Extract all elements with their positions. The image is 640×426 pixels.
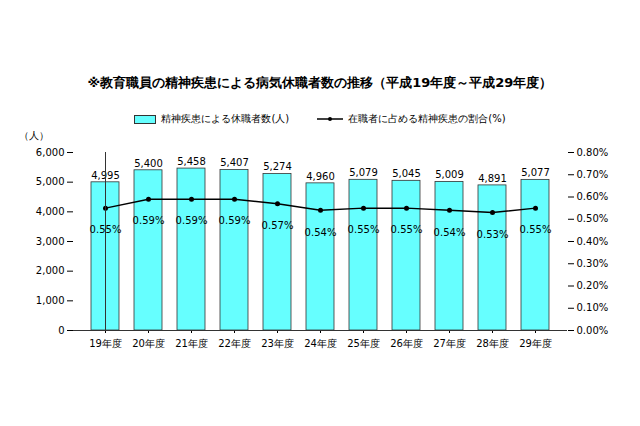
svg-text:0.20%: 0.20% <box>577 280 609 291</box>
svg-text:0.55%: 0.55% <box>391 224 423 235</box>
svg-text:25年度: 25年度 <box>347 338 380 349</box>
svg-text:0.70%: 0.70% <box>577 169 609 180</box>
svg-text:0.50%: 0.50% <box>577 213 609 224</box>
svg-text:23年度: 23年度 <box>261 338 294 349</box>
svg-text:0.55%: 0.55% <box>89 224 122 236</box>
svg-text:5,000: 5,000 <box>36 176 65 187</box>
svg-text:（人）: （人） <box>19 130 49 141</box>
html-text:※教育職員の精神疾患による病気休職者数の推移（平成19年度～: ※教育職員の精神疾患による病気休職者数の推移（平成19年度～平成29年度） <box>87 75 553 90</box>
svg-text:5,458: 5,458 <box>177 156 206 167</box>
svg-text:5,407: 5,407 <box>220 157 249 168</box>
svg-text:0.57%: 0.57% <box>262 220 294 231</box>
svg-text:0.60%: 0.60% <box>577 191 609 202</box>
svg-text:0.59%: 0.59% <box>176 215 208 226</box>
svg-text:1,000: 1,000 <box>36 295 65 306</box>
svg-text:4,891: 4,891 <box>478 173 507 184</box>
svg-text:20年度: 20年度 <box>132 338 165 349</box>
svg-text:2,000: 2,000 <box>36 265 65 276</box>
svg-text:5,274: 5,274 <box>263 161 292 172</box>
svg-text:5,009: 5,009 <box>435 169 464 180</box>
svg-text:0.53%: 0.53% <box>477 229 509 240</box>
svg-text:5,077: 5,077 <box>521 167 550 178</box>
svg-text:5,045: 5,045 <box>392 168 421 179</box>
svg-text:0.59%: 0.59% <box>219 215 251 226</box>
svg-text:22年度: 22年度 <box>218 338 251 349</box>
svg-text:21年度: 21年度 <box>175 338 208 349</box>
svg-text:3,000: 3,000 <box>36 236 65 247</box>
svg-text:0.30%: 0.30% <box>577 258 609 269</box>
svg-text:4,960: 4,960 <box>306 171 335 182</box>
svg-text:0.40%: 0.40% <box>577 236 609 247</box>
svg-text:0.10%: 0.10% <box>577 302 609 313</box>
svg-text:4,000: 4,000 <box>36 206 65 217</box>
svg-text:0.55%: 0.55% <box>520 224 552 235</box>
html-text:精神疾患による休職者数(人): 精神疾患による休職者数(人) <box>161 113 290 124</box>
svg-text:0.55%: 0.55% <box>348 224 380 235</box>
svg-text:0.80%: 0.80% <box>577 147 609 158</box>
svg-text:19年度: 19年度 <box>89 338 122 349</box>
svg-text:5,400: 5,400 <box>134 158 163 169</box>
svg-text:6,000: 6,000 <box>36 147 65 158</box>
svg-text:4,995: 4,995 <box>91 169 120 181</box>
svg-text:24年度: 24年度 <box>304 338 337 349</box>
svg-text:5,079: 5,079 <box>349 167 378 178</box>
svg-text:0: 0 <box>58 325 64 336</box>
svg-text:0.54%: 0.54% <box>305 227 337 238</box>
svg-text:26年度: 26年度 <box>390 338 423 349</box>
svg-text:0.54%: 0.54% <box>434 227 466 238</box>
svg-text:0.00%: 0.00% <box>577 325 609 336</box>
svg-text:27年度: 27年度 <box>433 338 466 349</box>
svg-text:28年度: 28年度 <box>476 338 509 349</box>
svg-text:0.59%: 0.59% <box>133 215 165 226</box>
svg-text:29年度: 29年度 <box>519 338 552 349</box>
html-text:在職者に占める精神疾患の割合(%): 在職者に占める精神疾患の割合(%) <box>348 113 506 124</box>
